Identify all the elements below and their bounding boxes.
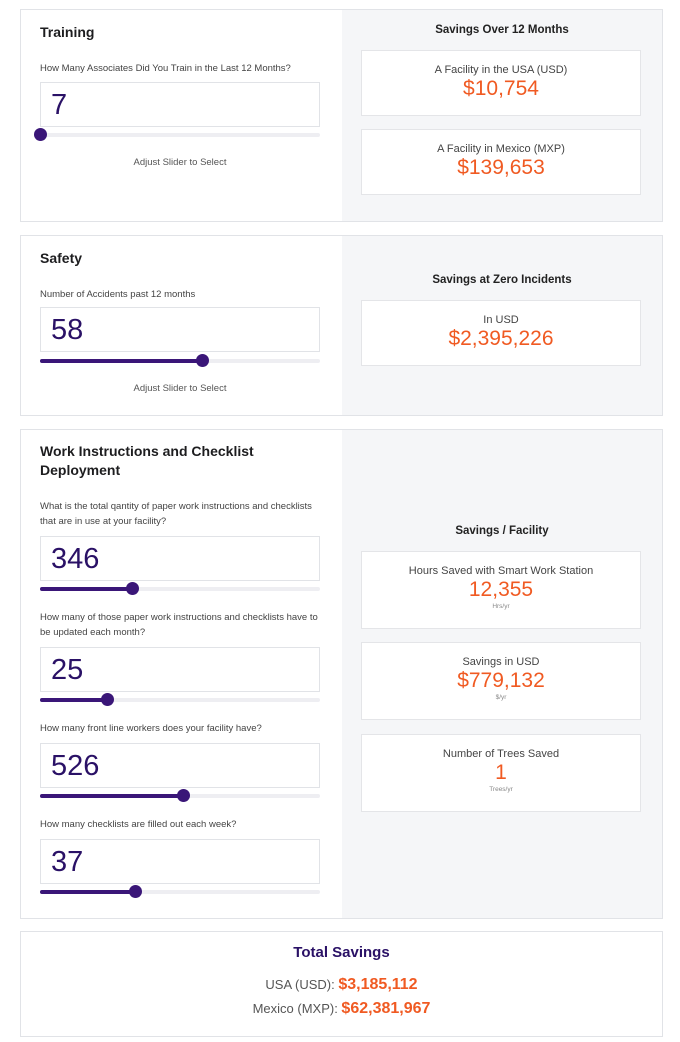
front-line-workers-slider[interactable] <box>40 789 320 802</box>
training-value: 7 <box>51 89 68 121</box>
training-slider-hint: Adjust Slider to Select <box>133 157 227 168</box>
work-instructions-title: Work Instructions and Checklist Deployme… <box>40 442 254 480</box>
training-results: Savings Over 12 Months A Facility in the… <box>342 10 662 221</box>
safety-card: Safety Number of Accidents past 12 month… <box>20 235 663 416</box>
hours-saved-card: Hours Saved with Smart Work Station 12,3… <box>361 551 641 629</box>
training-value-field[interactable]: 7 <box>40 82 320 127</box>
front-line-workers-value: 526 <box>51 750 100 782</box>
front-line-workers-slider-thumb[interactable] <box>176 789 190 802</box>
safety-results-title: Savings at Zero Incidents <box>432 274 572 286</box>
updated-monthly-value-field[interactable]: 25 <box>40 647 320 692</box>
hours-saved-value: 12,355 <box>468 578 534 601</box>
trees-saved-label: Number of Trees Saved <box>442 748 560 760</box>
safety-slider-thumb[interactable] <box>196 354 210 367</box>
facility-savings-title: Savings / Facility <box>455 525 549 537</box>
total-usa-line: USA (USD): $3,185,112 <box>21 976 662 994</box>
safety-results: Savings at Zero Incidents In USD $2,395,… <box>342 236 662 415</box>
zero-incidents-savings-label: In USD <box>483 314 519 326</box>
hours-saved-label: Hours Saved with Smart Work Station <box>408 565 594 577</box>
weekly-checklists-question: How many checklists are filled out each … <box>40 819 237 830</box>
safety-question: Number of Accidents past 12 months <box>40 289 196 300</box>
trees-saved-unit: Trees/yr <box>489 786 513 793</box>
updated-monthly-slider-fill <box>40 698 108 702</box>
hours-saved-unit: Hrs/yr <box>492 603 510 610</box>
updated-monthly-question: How many of those paper work instruction… <box>40 612 318 638</box>
front-line-workers-slider-fill <box>40 794 183 798</box>
front-line-workers-question: How many front line workers does your fa… <box>40 723 262 734</box>
total-mexico-line: Mexico (MXP): $62,381,967 <box>21 1000 662 1018</box>
usa-savings-value: $10,754 <box>463 77 539 100</box>
safety-slider-fill <box>40 359 203 363</box>
weekly-checklists-slider[interactable] <box>40 885 320 898</box>
updated-monthly-value: 25 <box>51 654 84 686</box>
updated-monthly-slider[interactable] <box>40 693 320 706</box>
usa-savings-card: A Facility in the USA (USD) $10,754 <box>361 50 641 116</box>
training-slider-thumb[interactable] <box>34 128 47 141</box>
training-title: Training <box>40 24 95 40</box>
safety-value: 58 <box>51 314 84 346</box>
weekly-checklists-slider-fill <box>40 890 136 894</box>
safety-slider-hint: Adjust Slider to Select <box>133 383 227 394</box>
weekly-checklists-value-field[interactable]: 37 <box>40 839 320 884</box>
work-instructions-title-line2: Deployment <box>40 462 121 478</box>
total-instructions-value: 346 <box>51 543 100 575</box>
total-savings-card: Total Savings USA (USD): $3,185,112 Mexi… <box>20 931 663 1037</box>
mexico-savings-card: A Facility in Mexico (MXP) $139,653 <box>361 129 641 195</box>
safety-slider[interactable] <box>40 354 320 367</box>
usa-savings-label: A Facility in the USA (USD) <box>434 64 568 76</box>
training-results-title: Savings Over 12 Months <box>435 24 569 36</box>
total-instructions-slider[interactable] <box>40 582 320 595</box>
usd-savings-unit: $/yr <box>495 694 507 701</box>
usd-savings-card: Savings in USD $779,132 $/yr <box>361 642 641 720</box>
work-instructions-results: Savings / Facility Hours Saved with Smar… <box>342 430 662 918</box>
total-instructions-slider-fill <box>40 587 133 591</box>
zero-incidents-savings-card: In USD $2,395,226 <box>361 300 641 366</box>
safety-value-field[interactable]: 58 <box>40 307 320 352</box>
front-line-workers-value-field[interactable]: 526 <box>40 743 320 788</box>
work-instructions-title-line1: Work Instructions and Checklist <box>40 443 254 459</box>
zero-incidents-savings-value: $2,395,226 <box>448 327 554 350</box>
mexico-savings-value: $139,653 <box>457 156 545 179</box>
safety-inputs: Safety Number of Accidents past 12 month… <box>21 236 342 415</box>
updated-monthly-slider-thumb[interactable] <box>101 693 115 706</box>
total-mexico-label: Mexico (MXP): <box>252 1001 342 1016</box>
weekly-checklists-slider-thumb[interactable] <box>129 885 143 898</box>
usd-savings-label: Savings in USD <box>462 656 540 668</box>
total-instructions-value-field[interactable]: 346 <box>40 536 320 581</box>
weekly-checklists-value: 37 <box>51 846 84 878</box>
safety-title: Safety <box>40 250 83 266</box>
work-instructions-inputs: Work Instructions and Checklist Deployme… <box>21 430 342 918</box>
training-question: How Many Associates Did You Train in the… <box>40 63 291 74</box>
total-usa-label: USA (USD): <box>265 977 339 992</box>
work-instructions-card: Work Instructions and Checklist Deployme… <box>20 429 663 919</box>
total-instructions-question: What is the total qantity of paper work … <box>40 501 312 527</box>
total-mexico-value: $62,381,967 <box>341 1000 431 1017</box>
usd-savings-value: $779,132 <box>457 669 545 692</box>
total-savings-title: Total Savings <box>293 944 390 961</box>
training-slider[interactable] <box>34 128 320 141</box>
mexico-savings-label: A Facility in Mexico (MXP) <box>437 143 565 155</box>
trees-saved-value: 1 <box>495 761 507 784</box>
training-card: Training How Many Associates Did You Tra… <box>20 9 663 222</box>
training-inputs: Training How Many Associates Did You Tra… <box>21 10 342 221</box>
total-instructions-slider-thumb[interactable] <box>126 582 140 595</box>
total-usa-value: $3,185,112 <box>338 976 418 993</box>
trees-saved-card: Number of Trees Saved 1 Trees/yr <box>361 734 641 812</box>
